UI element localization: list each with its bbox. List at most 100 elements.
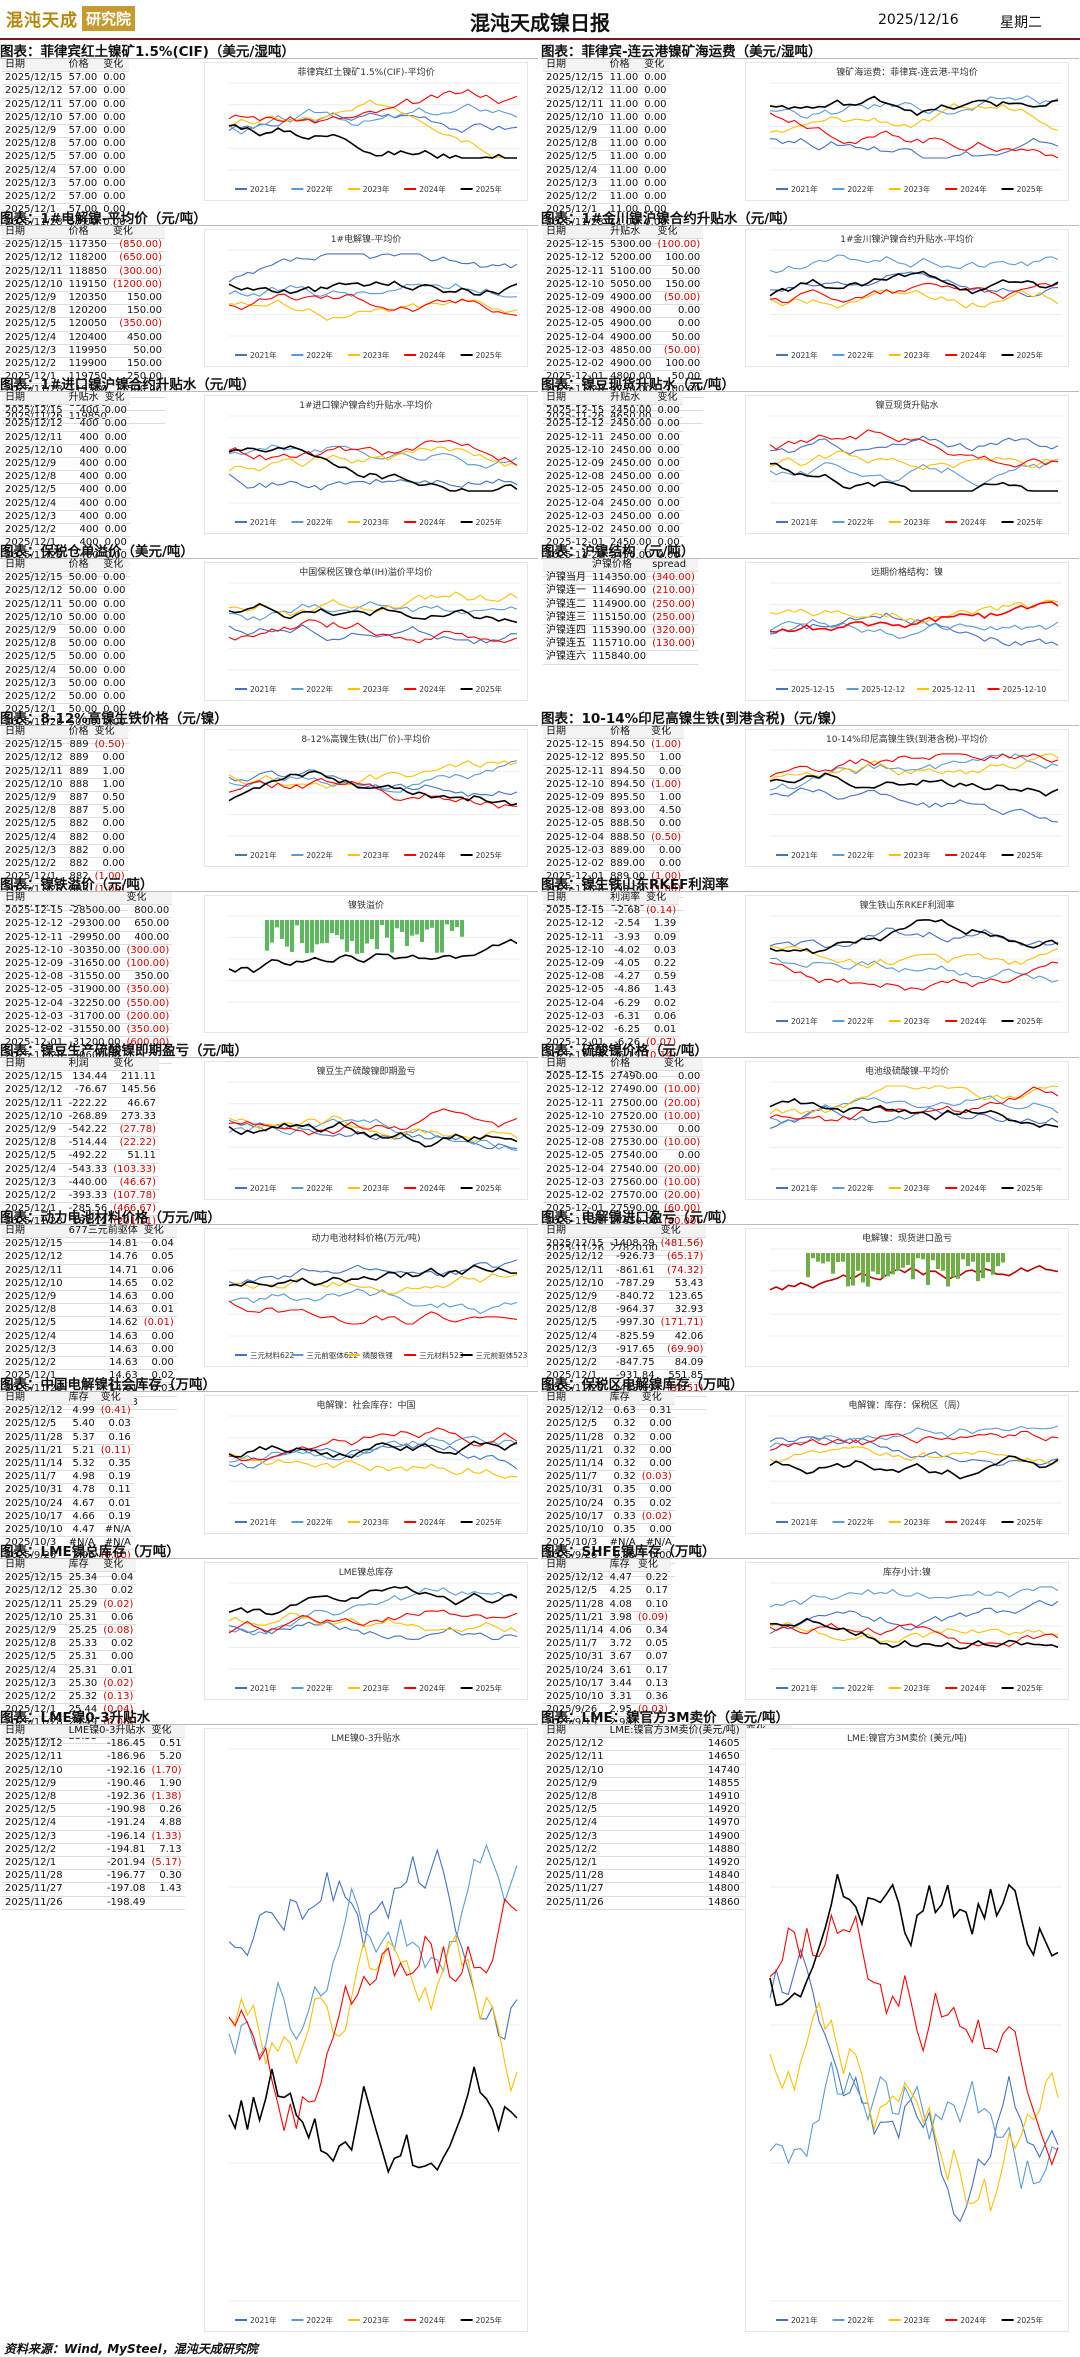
table-cell: 14.63 [65, 1343, 141, 1358]
series-line [769, 772, 1059, 797]
table-cell: 2025/12/11 [2, 1598, 66, 1612]
table-cell: 2025/12/3 [2, 677, 66, 692]
table-cell: 5.21 [65, 1444, 98, 1459]
column-header: 日期 [2, 726, 66, 740]
table-cell: (0.07) [643, 1036, 680, 1051]
table-cell: 1.00 [91, 778, 128, 793]
table-cell: 2025/12/3 [2, 1677, 66, 1692]
chart-bar [360, 920, 364, 954]
table-cell: 2025-12-09 [543, 957, 608, 972]
table-cell: 2025-12-09 [2, 957, 67, 972]
legend-label: 2023年 [363, 684, 390, 694]
table-cell: 11.00 [606, 203, 642, 218]
table-cell: 2025/12/2 [2, 1356, 66, 1371]
series-line [228, 473, 518, 491]
series-line [769, 753, 1059, 781]
chart-bar [946, 1253, 950, 1287]
data-table: 沪镍价格 spread 沪镍当月 114350.00 (340.00) 沪镍连一 11469… [543, 559, 698, 665]
table-cell: 0.04 [140, 1237, 177, 1252]
table-row: 2025-12-08 27530.00 (10.00) [543, 1136, 704, 1151]
column-header [543, 559, 589, 573]
table-cell: -191.24 [65, 1816, 149, 1831]
table-cell: 4.08 [606, 1598, 635, 1612]
chart-title: 10-14%印尼高镍生铁(到港含税)-平均价 [826, 733, 988, 745]
chart-bar [290, 920, 294, 952]
table-row: 2025/12/10 119150 (1200.00) [2, 278, 165, 293]
table-cell: -6.31 [607, 1010, 644, 1025]
column-header: 变化 [654, 226, 704, 240]
table-cell: 2025/12/2 [2, 523, 66, 538]
legend-label: 2024年 [960, 1016, 987, 1026]
table-cell: 沪镍连一 [543, 584, 589, 599]
table-cell: 2025/12/2 [2, 857, 66, 872]
table-row: 2025/11/28 4.08 0.10 [543, 1598, 671, 1612]
table-cell: 4.99 [65, 1404, 98, 1419]
table-cell: 2450.00 [607, 457, 655, 472]
table-cell: 0.22 [634, 1571, 671, 1586]
table-cell: 32.93 [657, 1303, 707, 1318]
table-cell: -787.29 [606, 1277, 658, 1292]
table-cell: 14.65 [65, 1277, 141, 1292]
table-cell: 115840.00 [589, 650, 650, 665]
legend-label: 2024年 [419, 2315, 446, 2325]
section-title: 图表：电解镍进口盈亏（元/吨） [541, 1206, 1079, 1225]
section-11: 图表：镍生铁山东RKEF利润率 日期 利润率 变化 2025-12-15 -2.68 (0.… [541, 873, 1079, 1077]
series-line [228, 88, 518, 124]
legend-label: 2022年 [306, 1683, 333, 1693]
series-line [228, 1848, 518, 2041]
legend-label: 2023年 [363, 184, 390, 194]
table-cell: 2025/12/4 [2, 1816, 66, 1831]
table-cell: 2025/12/4 [2, 497, 66, 511]
table-cell: 3.44 [606, 1677, 635, 1692]
table-row: 2025/12/1 -285.56 (466.67) [2, 1202, 160, 1217]
legend-label: 2021年 [791, 1016, 818, 1026]
table-row: 2025/12/3 -196.14 (1.33) [2, 1830, 185, 1844]
table-cell: 2025/12/9 [2, 791, 66, 806]
section-title: 图表：LME镍0-3升贴水 [0, 1706, 538, 1725]
table-row: 2025/12/4 882 0.00 [2, 831, 128, 845]
series-line [228, 253, 518, 283]
table-cell: 2025/12/15 [2, 71, 66, 86]
table-cell: 2025/12/5 [2, 150, 66, 165]
chart-bar [370, 920, 374, 940]
table-row: 2025/12/4 14.63 0.00 [2, 1330, 177, 1344]
series-line [769, 1085, 1059, 1115]
table-cell: 0.00 [100, 703, 129, 718]
chart-title: 电解镍：现货进口盈亏 [862, 1232, 952, 1244]
table-row: 2025/12/1 25.44 (0.04) [2, 1703, 137, 1718]
table-cell: 2025/12/3 [543, 1343, 607, 1358]
section-14: 图表：动力电池材料价格（万元/吨） 日期 677三元前驱体 变化 2025/12/15 1… [0, 1206, 538, 1410]
chart-bar [831, 1253, 835, 1274]
table-row: 2025-12-03 -31700.00 (200.00) [2, 1010, 173, 1025]
series-line [228, 624, 518, 645]
table-row: 2025/12/5 5.40 0.03 [2, 1417, 134, 1432]
column-header: 价格 [65, 226, 110, 240]
table-cell: 2025-12-12 [543, 251, 608, 266]
column-header: 日期 [2, 226, 66, 240]
report-title: 混沌天成镍日报 [470, 11, 610, 35]
table-cell: 0.00 [140, 1343, 177, 1358]
legend-label: 三元材料523 [419, 1350, 464, 1360]
table-row: 2025/11/28 5.37 0.16 [2, 1431, 134, 1445]
table-cell: 53.43 [657, 1277, 707, 1292]
table-cell: 2025-12-11 [543, 1097, 608, 1111]
column-header: 日期 [2, 1559, 66, 1573]
column-header: 变化 [123, 892, 173, 906]
column-header: 价格 [65, 59, 101, 73]
table-row: 2025/12/5 14.62 (0.01) [2, 1316, 177, 1331]
table-cell: 2025-12-09 [543, 291, 608, 306]
table-cell: 2025-12-03 [543, 844, 608, 859]
column-header: LME镍0-3升贴水 [65, 1725, 149, 1739]
table-cell: -196.77 [65, 1869, 149, 1884]
table-cell: 2025/12/10 [2, 1110, 66, 1125]
table-row: 2025/10/17 3.44 0.13 [543, 1677, 671, 1692]
chart-bar [395, 920, 399, 929]
column-header: 价格 [607, 1058, 661, 1072]
table-cell: 893.00 [607, 804, 649, 819]
table-cell: 0.00 [100, 664, 129, 678]
table-cell: 889 [65, 738, 92, 753]
legend-label: 2022年 [306, 184, 333, 194]
series-line [769, 95, 1059, 117]
table-cell: 0.00 [140, 1290, 177, 1305]
